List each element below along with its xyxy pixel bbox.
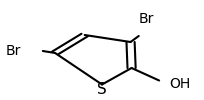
Text: S: S <box>97 82 107 98</box>
Text: OH: OH <box>169 78 191 92</box>
Text: Br: Br <box>139 12 154 26</box>
Text: Br: Br <box>6 44 21 58</box>
